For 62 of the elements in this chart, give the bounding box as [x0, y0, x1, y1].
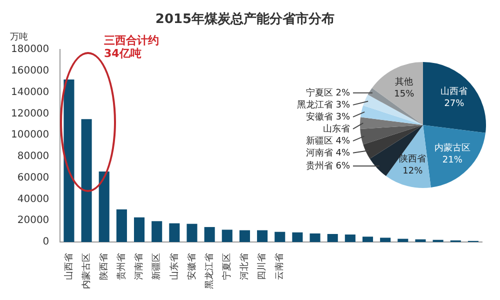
bar	[257, 230, 268, 242]
slice-label: 山西省	[440, 86, 468, 97]
x-tick-label: 四川省	[256, 253, 268, 280]
bar	[344, 234, 356, 242]
y-tick-label: 160000	[10, 66, 50, 77]
slice-label: 贵州省 6%	[306, 160, 350, 172]
bar	[81, 119, 92, 242]
bar	[292, 232, 303, 242]
x-tick-label: 山东省	[168, 253, 180, 280]
y-tick-label: 120000	[10, 108, 50, 120]
slice-label: 安徽省 3%	[306, 111, 350, 122]
slice-label: 内蒙古区	[434, 142, 470, 154]
y-tick-label: 140000	[10, 86, 50, 98]
y-tick-label: 20000	[17, 215, 50, 226]
x-tick-label: 宁夏区	[221, 253, 232, 280]
chart-title: 2015年煤炭总产能分省市分布	[155, 11, 335, 28]
bar	[152, 221, 162, 242]
y-tick-label: 40000	[17, 194, 50, 205]
slice-label: 其他	[395, 76, 414, 88]
annotation: 三西合计约34亿吨	[104, 34, 160, 60]
x-tick-label: 山西省	[63, 253, 74, 280]
bar	[274, 232, 286, 242]
data-label: 12%	[402, 166, 424, 177]
bar	[327, 234, 338, 242]
bar	[222, 230, 232, 242]
bar	[169, 223, 180, 242]
y-tick-label: 0	[42, 236, 50, 248]
data-label: 21%	[442, 156, 463, 166]
data-label: 27%	[444, 98, 465, 109]
bar	[380, 238, 391, 242]
slice-label: 山东省	[323, 123, 350, 134]
x-tick-label: 河南省	[134, 253, 145, 280]
x-tick-label: 河北省	[239, 253, 250, 280]
slice-label: 黑龙江省 3%	[296, 99, 350, 110]
bar	[398, 238, 408, 242]
y-tick-label: 60000	[17, 172, 50, 184]
x-tick-label: 陕西省	[98, 253, 110, 280]
x-tick-label: 安徽省	[186, 253, 198, 280]
slice-label: 河南省 4%	[306, 147, 350, 158]
bar	[64, 80, 74, 242]
bar	[204, 227, 215, 242]
bar	[116, 209, 127, 242]
bar	[310, 233, 320, 242]
bar	[134, 217, 145, 242]
x-tick-label: 云南省	[274, 253, 286, 280]
slice-label: 陕西省	[399, 154, 426, 165]
x-tick-label: 内蒙古区	[80, 253, 92, 289]
y-axis-title: 万吨	[10, 31, 28, 42]
y-tick-label: 180000	[10, 44, 50, 56]
y-tick-label: 80000	[17, 151, 50, 162]
bar	[239, 230, 250, 242]
bar	[98, 171, 110, 242]
x-tick-label: 贵州省	[116, 253, 128, 280]
data-label: 15%	[394, 89, 415, 100]
y-tick-label: 100000	[10, 130, 50, 141]
slice-label: 宁夏区 2%	[306, 87, 350, 98]
x-tick-label: 新疆区	[151, 253, 162, 280]
bar	[415, 239, 426, 242]
x-tick-label: 黑龙江省	[204, 253, 215, 289]
bar	[362, 236, 374, 242]
slice-label: 新疆区 4%	[306, 135, 350, 146]
bar	[186, 224, 198, 242]
